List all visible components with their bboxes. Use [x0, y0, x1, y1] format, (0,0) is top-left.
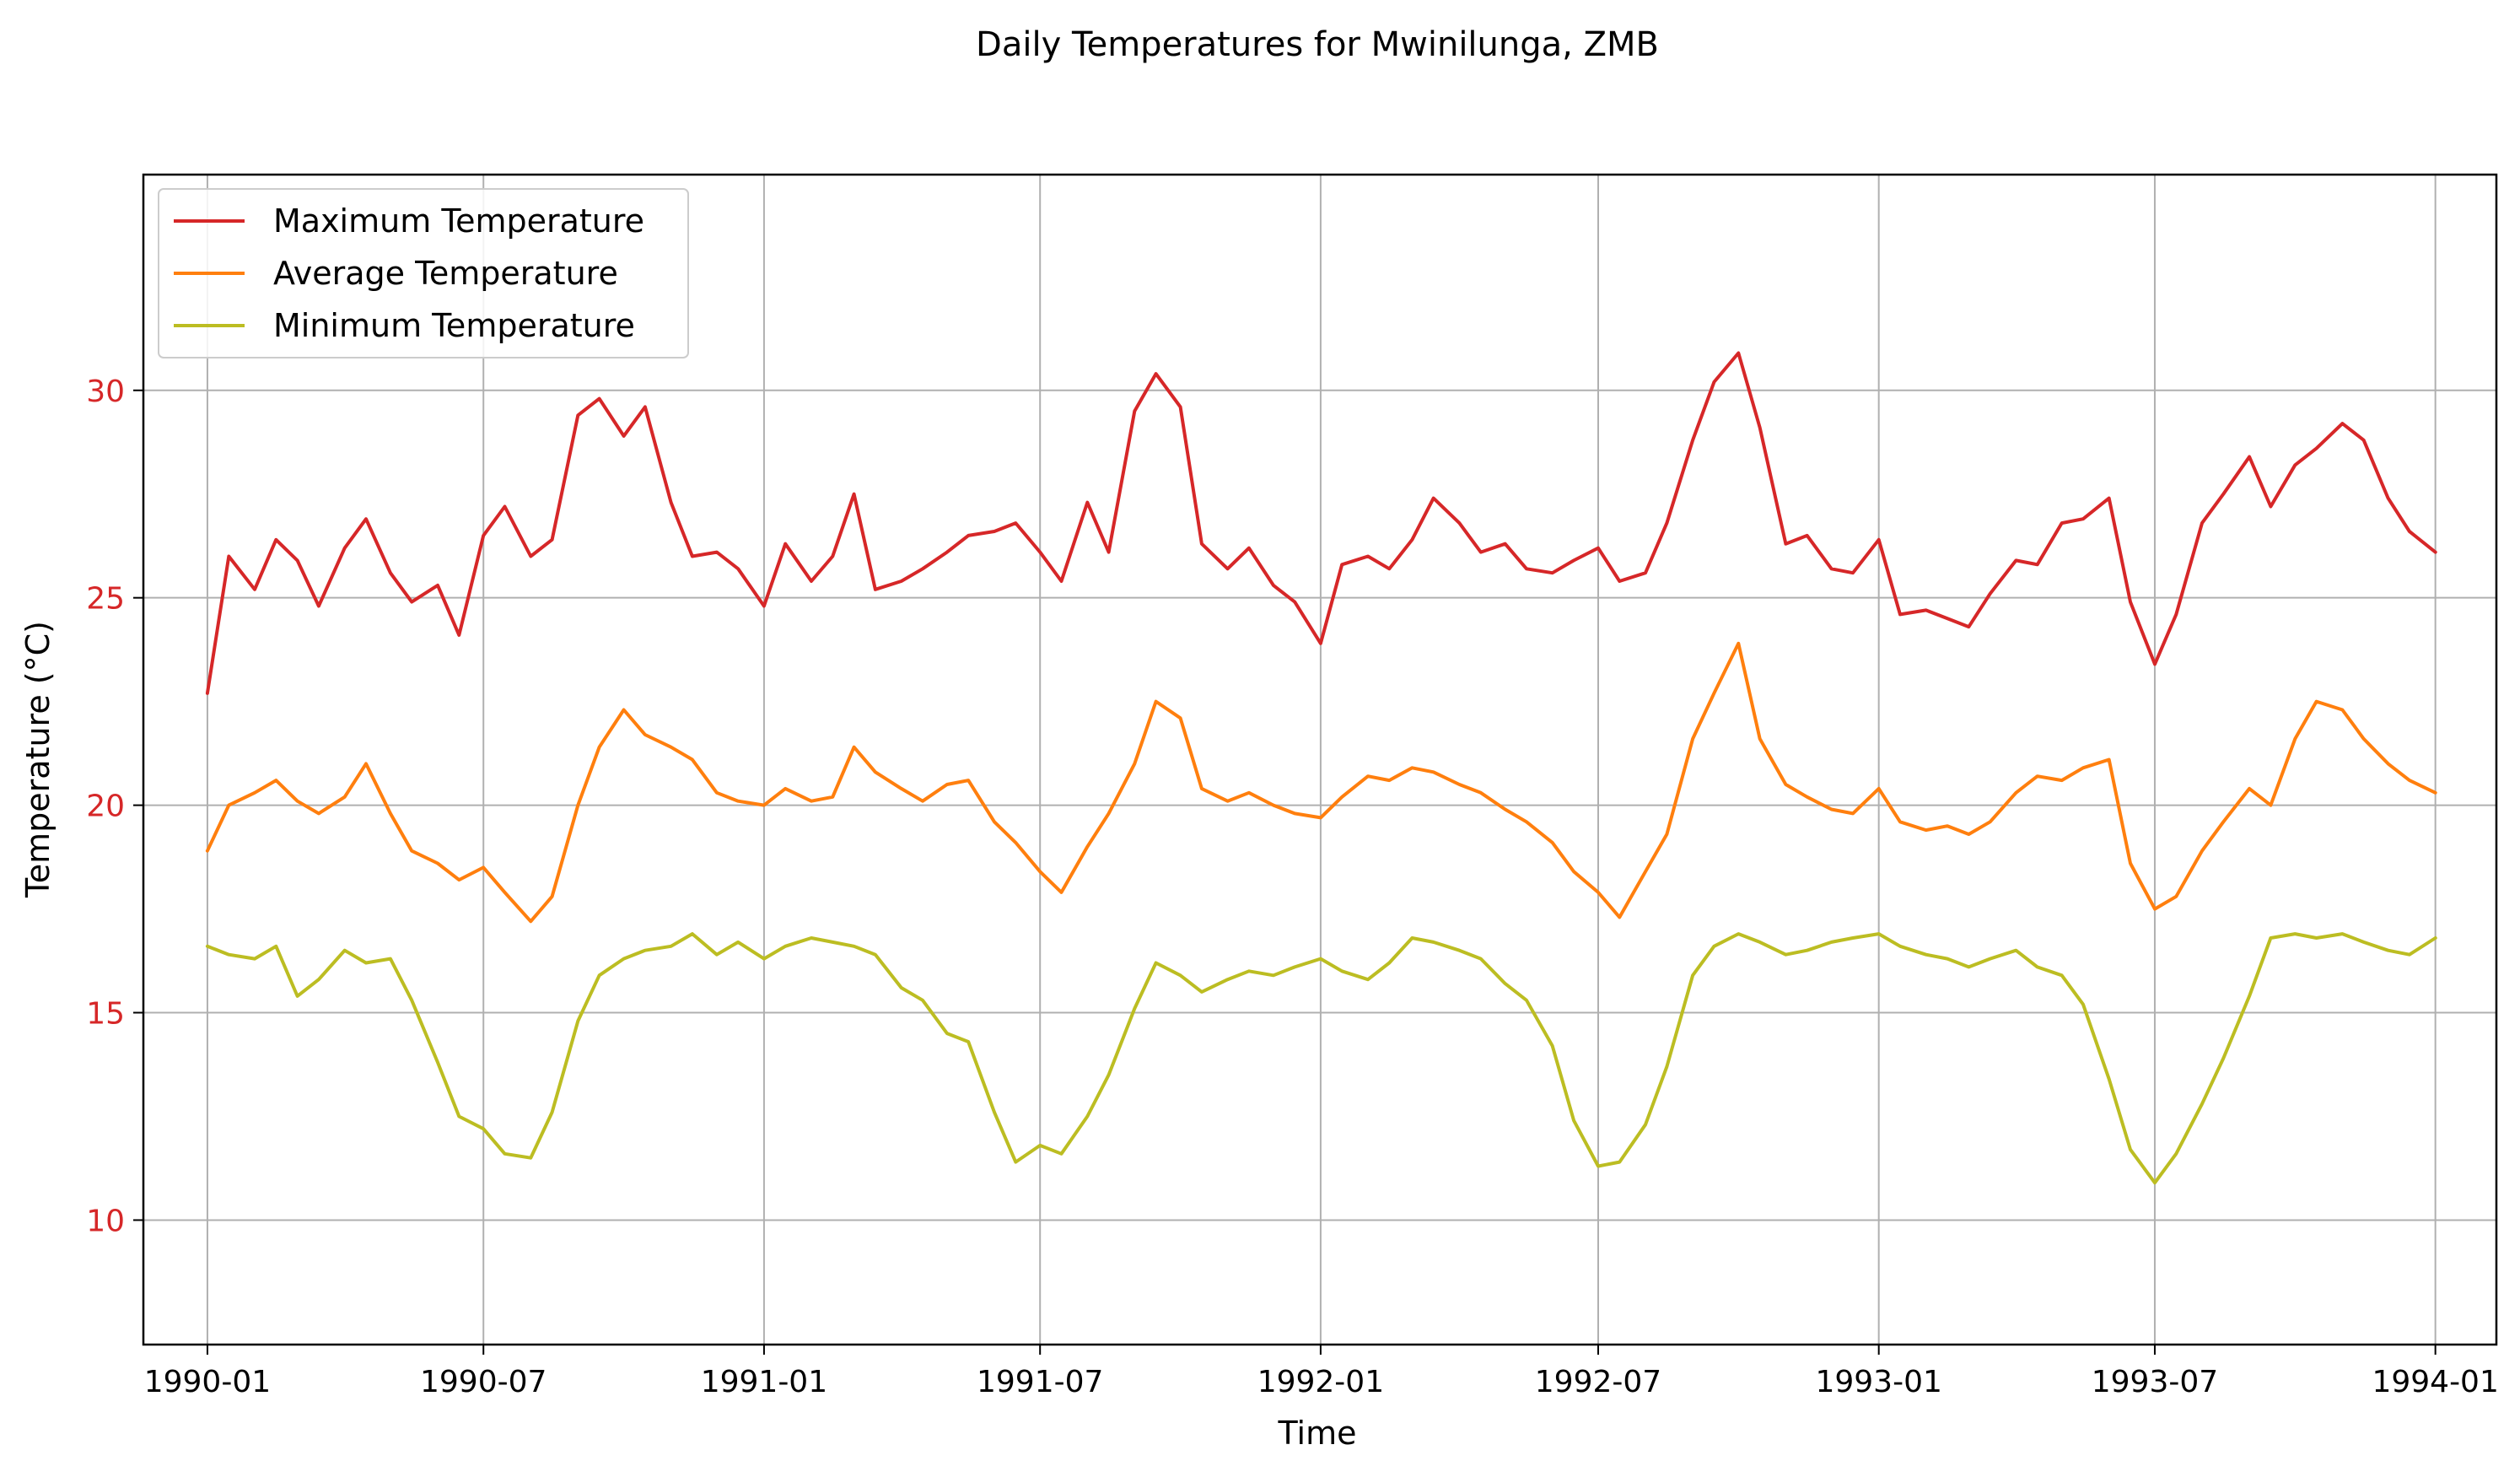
- x-tick-label: 1992-07: [1535, 1365, 1661, 1399]
- y-tick-label: 15: [86, 997, 125, 1032]
- y-tick-label: 30: [86, 375, 125, 409]
- series-layer: [205, 351, 2437, 1185]
- series-line-average: [205, 641, 2437, 924]
- legend-label-minimum: Minimum Temperature: [273, 307, 635, 344]
- y-tick-label: 20: [86, 790, 125, 824]
- grid: [143, 175, 2496, 1345]
- x-axis-label: Time: [1278, 1415, 1357, 1452]
- x-tick-label: 1994-01: [2372, 1365, 2498, 1399]
- chart-title: Daily Temperatures for Mwinilunga, ZMB: [976, 25, 1659, 64]
- x-tick-label: 1991-01: [701, 1365, 827, 1399]
- x-tick-label: 1990-07: [420, 1365, 547, 1399]
- y-axis: 10 15 20 25 30: [86, 375, 143, 1238]
- x-tick-label: 1992-01: [1257, 1365, 1384, 1399]
- legend-label-average: Average Temperature: [273, 255, 618, 292]
- x-axis: 1990-01 1990-07 1991-01 1991-07 1992-01 1992-…: [144, 1345, 2499, 1399]
- series-line-maximum: [205, 351, 2437, 695]
- x-tick-label: 1991-07: [977, 1365, 1103, 1399]
- legend-frame: [158, 188, 689, 358]
- legend: Maximum Temperature Average Temperature …: [158, 188, 689, 358]
- series-line-minimum: [205, 932, 2437, 1185]
- y-tick-label: 10: [86, 1204, 125, 1238]
- y-tick-label: 25: [86, 582, 125, 617]
- x-tick-label: 1990-01: [144, 1365, 271, 1399]
- x-tick-label: 1993-07: [2092, 1365, 2218, 1399]
- x-tick-label: 1993-01: [1815, 1365, 1941, 1399]
- y-axis-label: Temperature (°C): [19, 621, 57, 898]
- legend-label-maximum: Maximum Temperature: [273, 202, 644, 240]
